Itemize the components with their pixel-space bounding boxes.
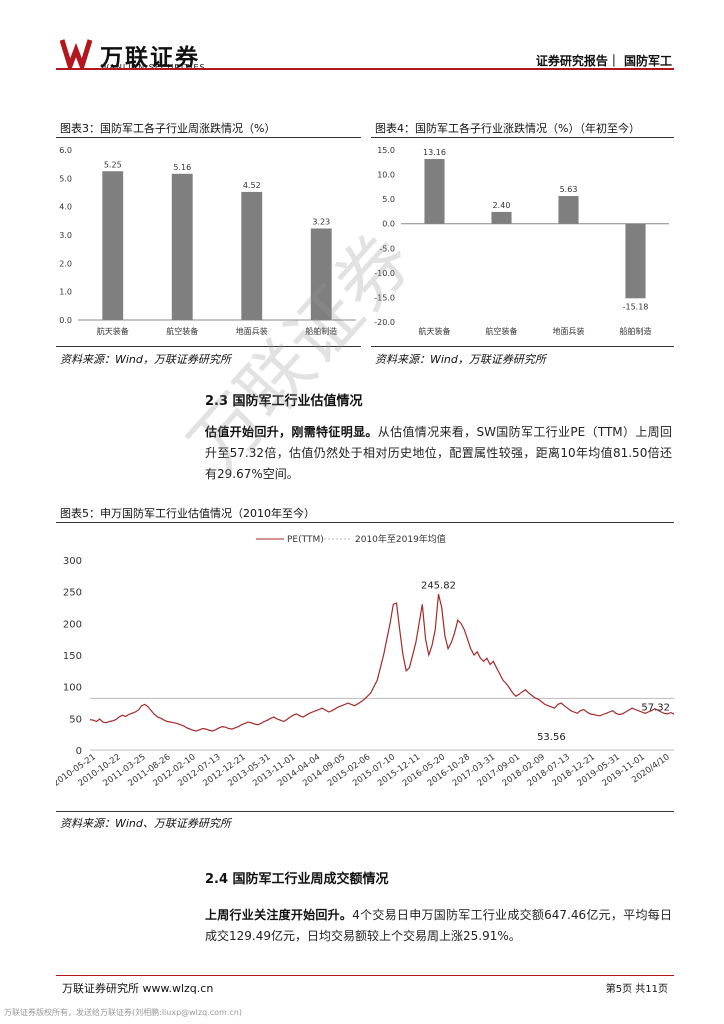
section-2-4-title: 2.4 国防军工行业周成交额情况 (205, 872, 389, 887)
figure-5-ytick-label: 250 (63, 588, 82, 599)
footer-website: 万联证券研究所 www.wlzq.cn (62, 982, 214, 995)
figure-5-peak-label: 245.82 (421, 580, 456, 591)
figure-5-bottom-rule (56, 811, 674, 812)
figure-3-ytick-label: 5.0 (59, 174, 72, 183)
figure-4-ytick-label: -10.0 (374, 269, 395, 278)
figure-3-bar (171, 173, 193, 320)
figure-5-top-rule (56, 522, 674, 523)
figure-3-bar-chart: 6.0 5.0 4.0 3.0 2.0 1.0 0.0 5.25 航天装备 5.16 航空装备 4.5… (59, 146, 356, 336)
figure-3-ytick-label: 3.0 (59, 231, 72, 240)
figure-3-category-label: 航天装备 (97, 326, 129, 336)
figure-3-data-label: 4.52 (243, 181, 261, 190)
figure-3-ytick-label: 1.0 (59, 288, 72, 297)
figure-3-top-rule (56, 137, 361, 138)
figure-4-ytick-label: 5.0 (382, 195, 395, 204)
report-type: 证券研究报告｜ 国防军工 (535, 54, 672, 68)
footer-divider (56, 975, 674, 976)
figure-4-bar (491, 211, 512, 224)
figure-3-bar (241, 191, 263, 320)
figure-4-top-rule (371, 137, 674, 138)
figure-4-data-label: 13.16 (423, 148, 446, 157)
figure-5-ytick-label: 300 (63, 556, 82, 567)
figure-4-title: 图表4：国防军工各子行业涨跌情况（%）（年初至今） (375, 122, 640, 135)
section-2-3-paragraph: 估值开始回升，刚需特征明显。从估值情况来看，SW国防军工行业PE（TTM）上周回… (205, 422, 672, 485)
figure-3-category-label: 地面兵装 (236, 326, 268, 336)
company-name-en: WANLIAN SECURITIES (101, 63, 206, 72)
figure-4-category-label: 航空装备 (486, 326, 518, 336)
figure-5-line-chart: 300 250 200 150 100 50 0 PE(TTM) 2010年至2019年均值 24… (56, 533, 674, 789)
figure-3-data-label: 5.16 (173, 163, 191, 172)
company-logo-icon (60, 39, 93, 68)
figure-3-source: 资料来源：Wind，万联证券研究所 (60, 353, 231, 366)
figure-5-ytick-label: 150 (63, 651, 82, 662)
section-2-4-body: 4个交易日申万国防军工行业成交额647.46亿元，平均每日成交129.49亿元，… (205, 908, 672, 943)
figure-4-data-label: 2.40 (493, 201, 511, 210)
figure-5-source: 资料来源：Wind、万联证券研究所 (60, 817, 231, 830)
figure-4-bar-chart: 15.0 10.0 5.0 0.0 -5.0 -10.0 -15.0 -20.0 13.16 航天… (374, 146, 669, 336)
figure-4-category-label: 航天装备 (419, 326, 451, 336)
figure-3-ytick-label: 0.0 (59, 316, 72, 325)
figure-3-title: 图表3：国防军工各子行业周涨跌情况（%） (60, 122, 276, 135)
figure-4-ytick-label: -15.0 (374, 293, 395, 302)
figure-4-ytick-label: -5.0 (379, 244, 395, 253)
section-2-3-lead: 估值开始回升，刚需特征明显。 (205, 425, 378, 439)
figure-4-bar (558, 196, 579, 224)
section-2-4-paragraph: 上周行业关注度开始回升。4个交易日申万国防军工行业成交额647.46亿元，平均每… (205, 905, 672, 947)
figure-4-ytick-label: 10.0 (377, 171, 395, 180)
figure-5-ytick-label: 0 (76, 746, 82, 757)
figure-4-category-label: 地面兵装 (553, 326, 585, 336)
figure-4-data-label: -15.18 (623, 302, 649, 311)
figure-4-source: 资料来源：Wind，万联证券研究所 (375, 353, 546, 366)
figure-4-category-label: 船舶制造 (620, 326, 652, 336)
figure-3-data-label: 3.23 (312, 217, 330, 226)
figure-4-bar (625, 223, 646, 299)
header-divider (56, 68, 674, 70)
figure-5-low-label: 53.56 (537, 732, 566, 743)
copyright-notice: 万联证券版权所有，发送给万联证券(刘相鹏:liuxp@wlzq.com.cn) (4, 1008, 242, 1017)
figure-4-ytick-label: 0.0 (382, 220, 395, 229)
figure-3-ytick-label: 2.0 (59, 259, 72, 268)
figure-5-pe-line (89, 594, 674, 732)
figure-5-title: 图表5：申万国防军工行业估值情况（2010年至今） (60, 507, 315, 520)
figure-5-ytick-label: 200 (63, 619, 82, 630)
section-2-3-body: 从估值情况来看，SW国防军工行业PE（TTM）上周回升至57.32倍，估值仍然处… (205, 425, 672, 481)
figure-4-bottom-rule (371, 346, 674, 347)
figure-4-bar (424, 159, 445, 224)
figure-3-ytick-label: 4.0 (59, 203, 72, 212)
figure-3-bar (310, 228, 332, 320)
section-2-3-title: 2.3 国防军工行业估值情况 (205, 394, 363, 409)
figure-4-data-label: 5.63 (560, 185, 578, 194)
section-2-4-lead: 上周行业关注度开始回升。 (205, 908, 353, 922)
figure-5-ytick-label: 50 (69, 714, 82, 725)
figure-3-bottom-rule (56, 346, 361, 347)
figure-5-ytick-label: 100 (63, 683, 82, 694)
figure-3-category-label: 船舶制造 (305, 326, 337, 336)
figure-3-ytick-label: 6.0 (59, 146, 72, 155)
figure-5-legend-pe-label: PE(TTM) (287, 535, 324, 545)
page-number: 第5页 共11页 (605, 984, 668, 995)
figure-3-data-label: 5.25 (104, 160, 122, 169)
figure-3-category-label: 航空装备 (166, 326, 198, 336)
figure-5-legend-average-label: 2010年至2019年均值 (355, 533, 446, 545)
figure-4-ytick-label: -20.0 (374, 318, 395, 327)
figure-3-bar (102, 171, 124, 320)
figure-5-latest-label: 57.32 (641, 703, 670, 714)
figure-4-ytick-label: 15.0 (377, 146, 395, 155)
company-name: 万联证券 (100, 45, 200, 71)
